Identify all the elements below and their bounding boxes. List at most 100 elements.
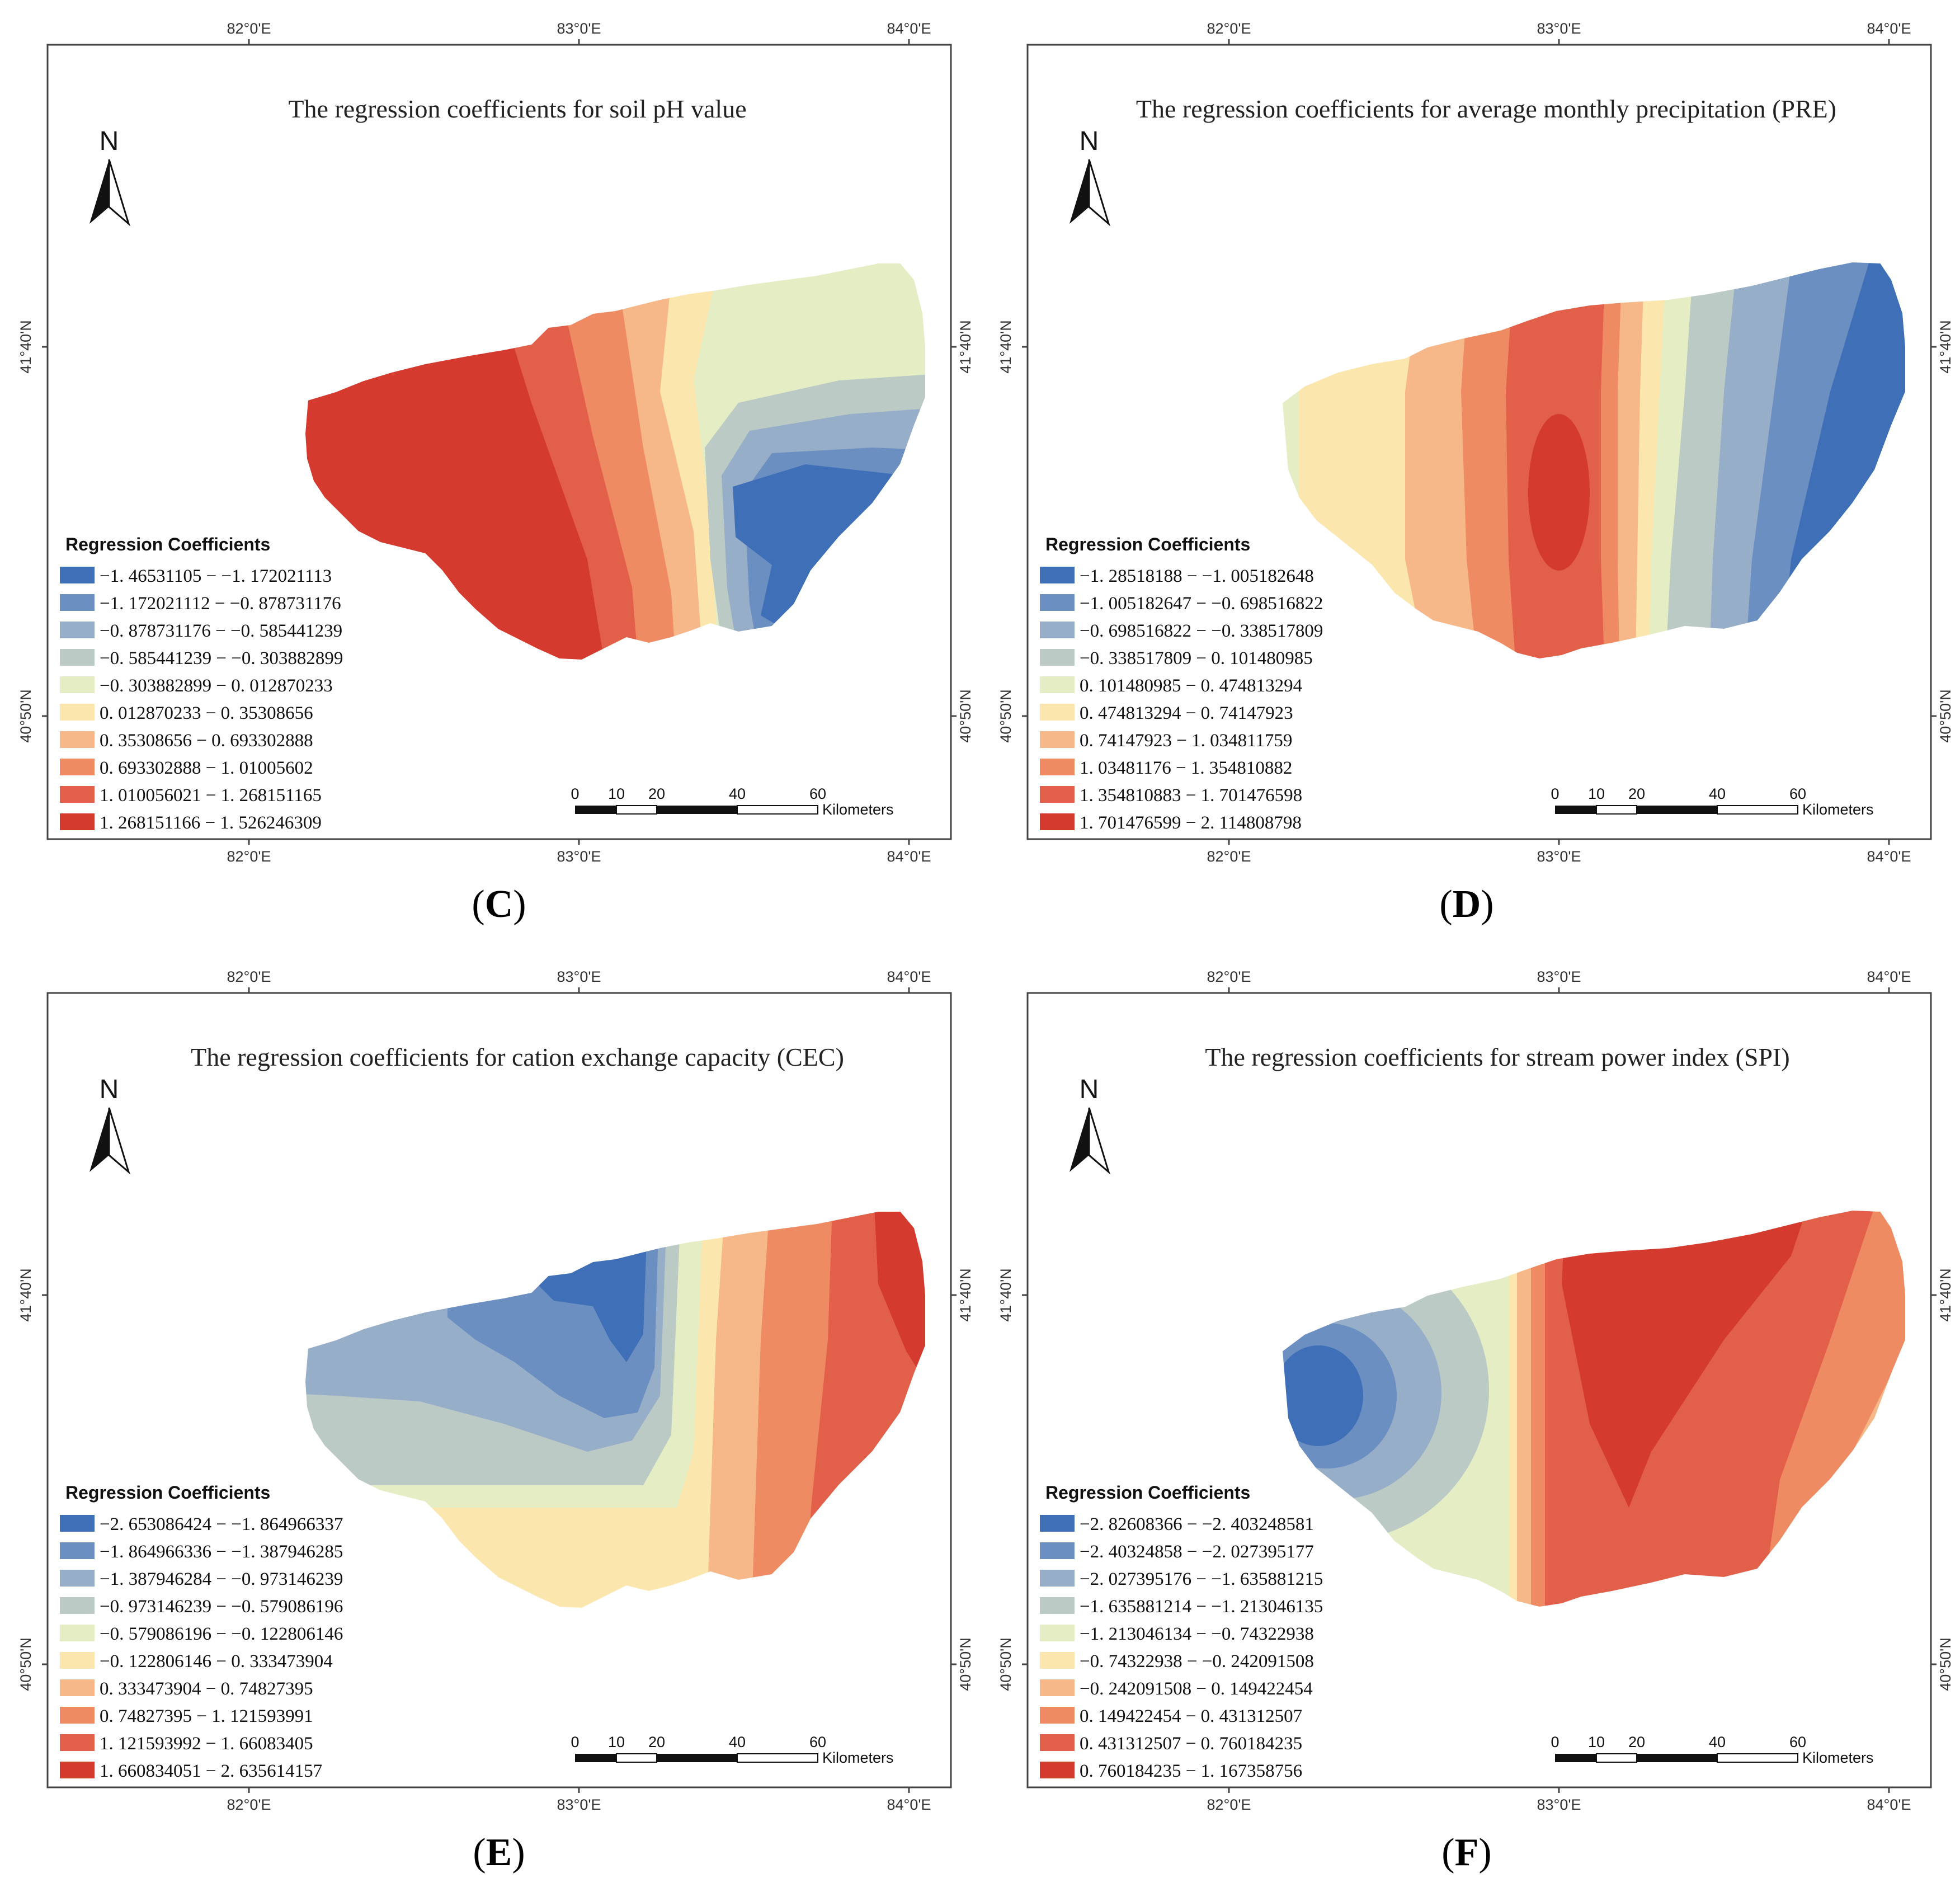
legend-label: −1. 864966336 − −1. 387946285 [100,1542,343,1562]
lon-label: 84°0'E [1867,968,1911,985]
scale-tick-label: 60 [1789,1734,1806,1750]
legend-label: −1. 005182647 − −0. 698516822 [1080,594,1323,614]
legend-label: 1. 03481176 − 1. 354810882 [1080,758,1292,778]
legend-label: −0. 973146239 − −0. 579086196 [100,1597,343,1617]
legend-label: 0. 74147923 − 1. 034811759 [1080,731,1292,751]
scale-bar: 0 10 20 40 60 Kilometers [571,1734,893,1766]
panel-caption: (D) [1439,883,1494,926]
lat-label: 40°50'N [997,689,1014,743]
lon-label: 82°0'E [1207,1796,1251,1813]
legend-label: 0. 333473904 − 0. 74827395 [100,1679,313,1699]
scale-tick-label: 20 [648,1734,665,1750]
scale-unit: Kilometers [822,801,894,818]
legend-label: −0. 338517809 − 0. 101480985 [1080,648,1313,669]
legend-label: 0. 474813294 − 0. 74147923 [1080,703,1293,723]
lon-label: 84°0'E [887,848,931,865]
legend-label: 0. 012870233 − 0. 35308656 [100,703,313,723]
legend-label: −1. 28518188 − −1. 005182648 [1080,566,1314,586]
class-band [1528,414,1590,571]
map-frame [46,992,952,1788]
scale-tick-label: 10 [608,1734,625,1750]
legend-swatch [1040,1625,1075,1641]
north-label: N [100,1075,119,1104]
lat-label: 41°40'N [17,1268,34,1322]
legend-label: 0. 149422454 − 0. 431312507 [1080,1706,1302,1726]
lon-label: 83°0'E [1537,1796,1581,1813]
legend-e: −2. 653086424 − −1. 864966337 −1. 864966… [60,1514,343,1781]
map-f: The regression coefficients for stream p… [997,968,1954,1813]
legend-f: −2. 82608366 − −2. 403248581 −2. 4032485… [1040,1514,1323,1781]
lat-label: 41°40'N [17,320,34,374]
map-title: The regression coefficients for cation e… [191,1043,844,1071]
legend-label: −0. 878731176 − −0. 585441239 [100,621,342,641]
panel-c: The regression coefficients for soil pH … [0,0,980,948]
lon-label: 82°0'E [1207,20,1251,37]
legend-swatch [1040,1542,1075,1559]
scale-unit: Kilometers [822,1749,894,1766]
north-arrow-icon [89,1107,130,1175]
scale-bar: 0 10 20 40 60 Kilometers [1551,1734,1873,1766]
lat-label: 40°50'N [1937,1637,1954,1691]
coordinate-labels: 82°0'E 83°0'E 84°0'E 82°0'E 83°0'E 84°0'… [997,968,1954,1813]
lon-label: 82°0'E [227,1796,271,1813]
lon-label: 83°0'E [1537,20,1581,37]
legend-label: −0. 242091508 − 0. 149422454 [1080,1679,1313,1699]
lon-label: 84°0'E [1867,20,1911,37]
legend-swatch [1040,813,1075,830]
legend-swatch [1040,1597,1075,1614]
legend-label: 1. 268151166 − 1. 526246309 [100,813,322,833]
coordinate-labels: 82°0'E 83°0'E 84°0'E 82°0'E 83°0'E 84°0'… [997,20,1954,865]
lon-label: 84°0'E [1867,1796,1911,1813]
legend-label: −1. 46531105 − −1. 172021113 [100,566,332,586]
scale-tick-label: 0 [571,1734,579,1750]
class-band [1562,1210,1819,1508]
legend-swatch [60,1652,95,1669]
legend-d: −1. 28518188 − −1. 005182648 −1. 0051826… [1040,566,1323,833]
legend-swatch [1040,567,1075,583]
class-band [733,464,926,632]
legend-swatch [1040,676,1075,693]
scale-tick-label: 40 [729,1734,746,1750]
lat-label: 40°50'N [997,1637,1014,1691]
panel-letter: E [486,1831,512,1874]
scale-unit: Kilometers [1802,801,1874,818]
map-d: The regression coefficients for average … [997,20,1954,865]
legend-label: 1. 010056021 − 1. 268151165 [100,785,322,806]
north-arrow-icon [1069,1107,1110,1175]
scale-tick-label: 60 [809,1734,826,1750]
map-title: The regression coefficients for average … [1136,95,1836,123]
scale-tick-label: 20 [648,785,665,802]
lon-label: 82°0'E [227,848,271,865]
legend-label: −1. 213046134 − −0. 74322938 [1080,1624,1314,1644]
coordinate-labels: 82°0'E 83°0'E 84°0'E 82°0'E 83°0'E 84°0'… [17,20,974,865]
north-label: N [1080,1075,1099,1104]
legend-title: Regression Coefficients [1045,534,1250,554]
legend-label: −1. 387946284 − −0. 973146239 [100,1569,343,1589]
scale-unit: Kilometers [1802,1749,1874,1766]
lon-label: 82°0'E [1207,848,1251,865]
north-label: N [100,126,119,156]
legend-title: Regression Coefficients [65,534,270,554]
lon-label: 83°0'E [1537,848,1581,865]
graticule-ticks [42,39,957,845]
legend-swatch [1040,594,1075,611]
panel-letter: C [484,883,513,926]
lat-label: 40°50'N [17,689,34,743]
legend-c: −1. 46531105 − −1. 172021113 −1. 1720211… [60,566,343,833]
lat-label: 40°50'N [957,689,974,743]
legend-label: 0. 431312507 − 0. 760184235 [1080,1734,1302,1754]
scale-bar: 0 10 20 40 60 Kilometers [571,785,893,818]
class-band [873,1211,926,1396]
legend-label: −0. 579086196 − −0. 122806146 [100,1624,343,1644]
map-c: The regression coefficients for soil pH … [17,20,974,865]
graticule-ticks [1022,987,1937,1793]
map-frame [46,44,952,840]
legend-swatch [60,704,95,721]
scale-tick-label: 10 [1588,1734,1605,1750]
north-arrow-icon [89,159,130,227]
legend-label: 0. 101480985 − 0. 474813294 [1080,676,1302,696]
legend-swatch [60,1570,95,1587]
panel-letter: F [1454,1831,1479,1874]
scale-tick-label: 40 [1709,1734,1726,1750]
legend-swatch [60,594,95,611]
